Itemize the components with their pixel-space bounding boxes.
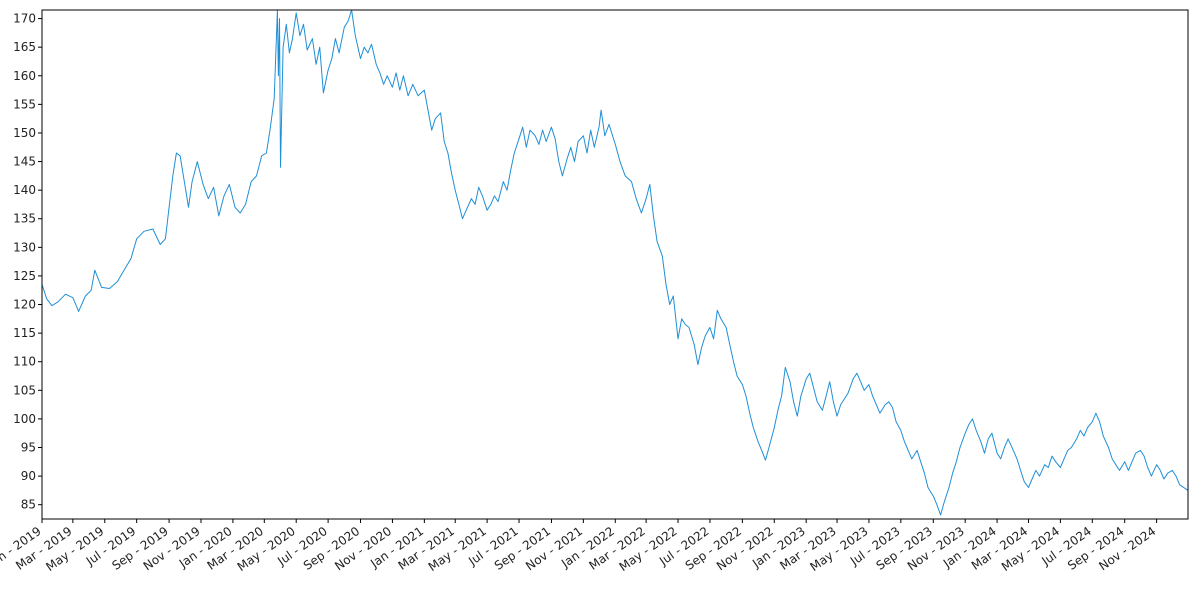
y-tick-label: 130 [13, 240, 36, 254]
y-tick-label: 125 [13, 269, 36, 283]
y-tick-label: 170 [13, 12, 36, 26]
y-tick-label: 140 [13, 183, 36, 197]
plot-frame [41, 9, 1189, 520]
y-tick-label: 155 [13, 97, 36, 111]
y-tick-label: 160 [13, 69, 36, 83]
y-tick-label: 145 [13, 155, 36, 169]
y-tick-label: 165 [13, 40, 36, 54]
y-tick-label: 105 [13, 383, 36, 397]
y-axis: 85 90 95 100 105 110 115 120 125 130 135 140 145 150 1… [13, 12, 42, 512]
y-tick-label: 100 [13, 412, 36, 426]
y-tick-label: 115 [13, 326, 36, 340]
y-tick-label: 110 [13, 355, 36, 369]
series-line-layer [41, 9, 1189, 516]
y-tick-label: 150 [13, 126, 36, 140]
y-tick-label: 85 [21, 498, 36, 512]
y-tick-label: 135 [13, 212, 36, 226]
y-tick-label: 95 [21, 441, 36, 455]
y-tick-label: 90 [21, 469, 36, 483]
y-tick-label: 120 [13, 298, 36, 312]
series-line-0 [41, 9, 1189, 516]
